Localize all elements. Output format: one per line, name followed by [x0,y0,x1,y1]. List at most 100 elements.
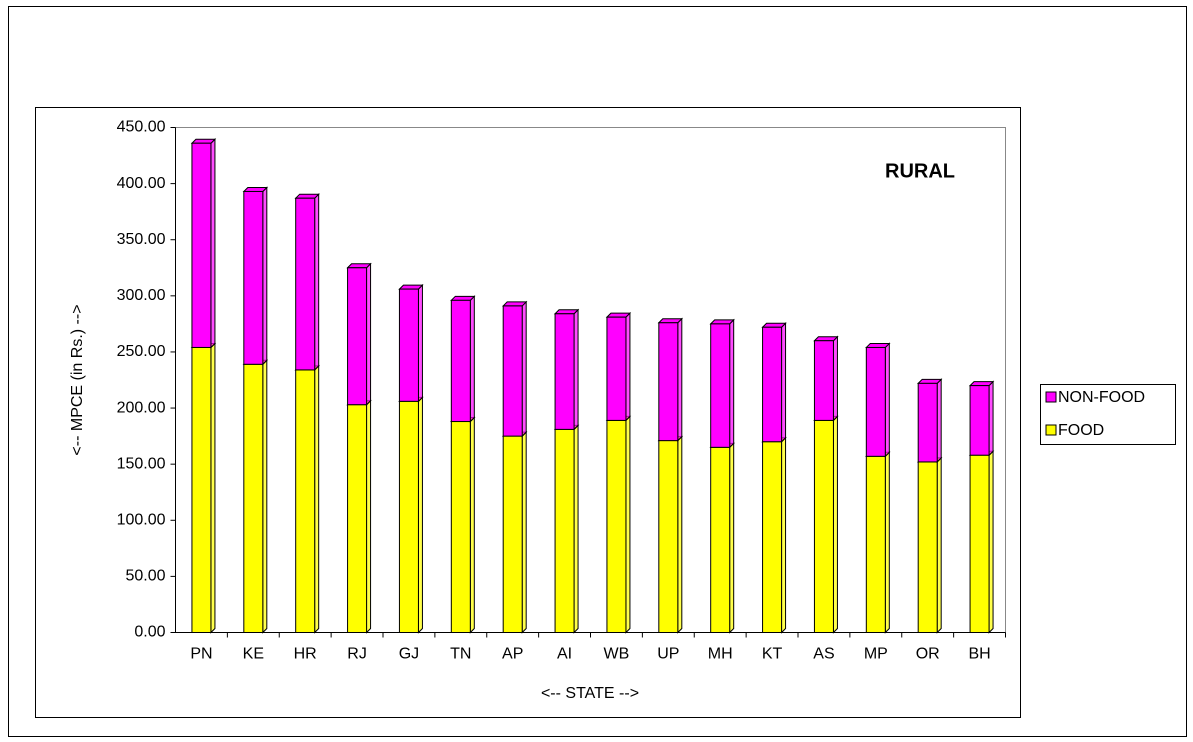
bar-depth [936,378,942,464]
bar-depth [262,186,268,366]
bar [398,288,419,402]
x-tick-label: MH [708,646,733,663]
bar [295,197,316,371]
y-tick-label: 350.00 [117,231,166,248]
bar [917,382,938,463]
x-tick-label: GJ [399,646,419,663]
bar-top [242,186,269,192]
y-tick-label: 450.00 [117,119,166,136]
bar-top [190,138,217,144]
bar-depth [417,283,423,403]
bar [450,299,471,423]
y-axis-title: <-- MPCE (in Rs.) --> [69,304,86,455]
x-tick-label: AI [557,646,572,663]
bar-top [761,322,787,328]
legend-label: NON-FOOD [1058,389,1145,406]
bar-depth [677,435,683,634]
bar-depth [314,192,320,372]
bar [658,440,679,633]
bar [917,461,938,633]
bar [554,428,575,633]
bar-depth [625,311,631,422]
x-tick-label: UP [657,646,679,663]
y-tick-label: 200.00 [117,399,166,416]
bar-depth [884,451,890,634]
bar-depth [573,308,579,431]
bar [762,326,783,443]
x-tick-label: HR [294,646,317,663]
x-tick-label: KT [762,646,783,663]
bar-top [605,312,632,318]
bar [191,142,212,348]
y-tick-label: 50.00 [125,568,165,585]
bar-depth [366,399,372,634]
x-axis-title: <-- STATE --> [541,685,639,702]
bar [191,346,212,633]
bar-depth [729,318,735,449]
y-tick-label: 250.00 [117,343,166,360]
x-tick-label: OR [916,646,940,663]
x-tick-label: RJ [347,646,367,663]
bar-depth [936,456,942,634]
bar [813,419,834,633]
x-tick-label: KE [243,646,264,663]
bar [969,454,990,634]
bar [710,323,731,448]
y-tick-label: 0.00 [134,624,165,641]
bar-depth [314,364,320,634]
bar-top [968,381,995,387]
bar [606,419,627,633]
bar-depth [262,359,268,634]
bar-depth [210,138,216,349]
y-tick-label: 150.00 [117,455,166,472]
annotation: RURAL [885,160,955,182]
y-tick-label: 100.00 [117,511,166,528]
legend-box [1040,384,1176,445]
bar-depth [884,342,890,458]
bar-depth [469,295,475,423]
bar-top [398,284,424,290]
bar [710,446,731,634]
bar-depth [573,424,579,634]
bar-top [916,378,943,384]
bar [865,346,886,457]
bar-depth [210,342,216,634]
bar [450,421,471,633]
bar-depth [988,380,994,457]
legend-swatch [1045,391,1057,403]
bar [658,322,679,442]
bar [502,435,523,633]
bar [243,363,264,633]
outer-frame [8,6,1187,737]
x-tick-label: BH [968,646,990,663]
bar-depth [832,415,838,634]
x-tick-label: AP [502,646,523,663]
bar [398,400,419,634]
bar-top [346,263,372,269]
bar [295,369,316,633]
bar [969,385,990,456]
x-tick-label: WB [604,646,630,663]
bar-top [553,309,580,315]
bar-depth [625,415,631,634]
bar [347,404,368,634]
bar-depth [521,300,527,438]
bar-top [657,318,684,324]
x-tick-label: PN [190,646,212,663]
bar-depth [781,436,787,634]
x-tick-label: MP [864,646,888,663]
bar-depth [417,396,423,634]
bar [554,313,575,430]
bar [762,441,783,633]
bar-depth [832,335,838,422]
bar [502,305,523,437]
bar-top [501,301,528,307]
legend-label: FOOD [1058,422,1104,439]
y-tick-label: 300.00 [117,287,166,304]
bar-depth [988,449,994,634]
bar-depth [469,416,475,634]
bar [865,455,886,633]
bar [347,267,368,406]
bar-top [294,193,320,199]
